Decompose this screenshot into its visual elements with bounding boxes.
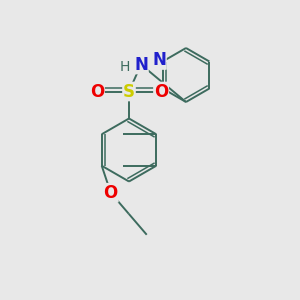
Text: O: O bbox=[154, 82, 168, 100]
Text: S: S bbox=[123, 82, 135, 100]
Text: N: N bbox=[152, 51, 166, 69]
Text: O: O bbox=[103, 184, 118, 202]
Text: H: H bbox=[119, 60, 130, 74]
Text: N: N bbox=[134, 56, 148, 74]
Text: O: O bbox=[90, 82, 104, 100]
